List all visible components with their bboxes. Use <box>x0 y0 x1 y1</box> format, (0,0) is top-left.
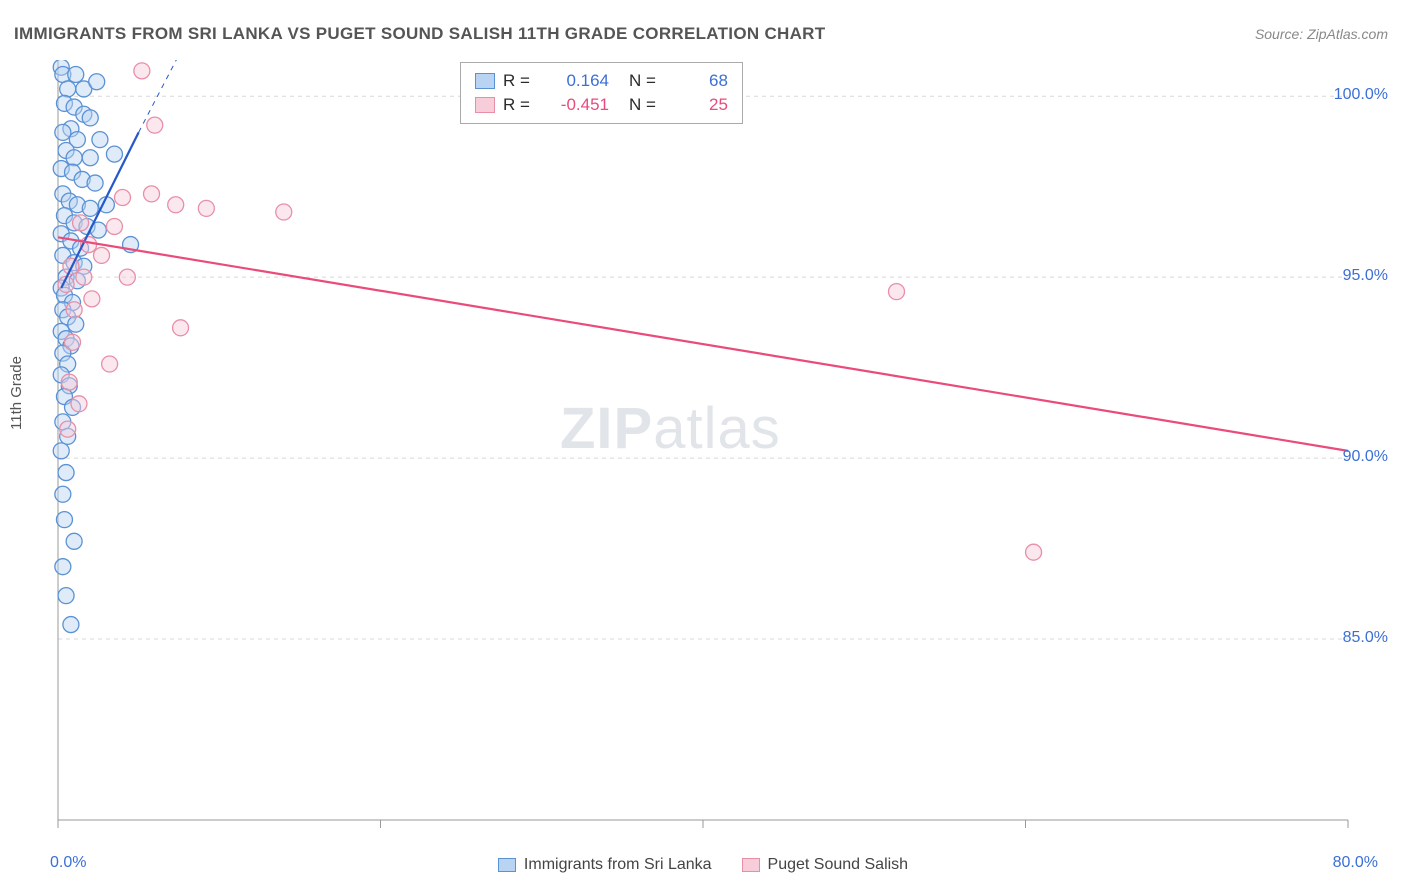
scatter-chart-svg <box>50 60 1370 830</box>
legend-swatch <box>475 73 495 89</box>
y-tick-label: 95.0% <box>1343 267 1388 285</box>
x-tick-label: 80.0% <box>1333 854 1378 872</box>
y-tick-label: 90.0% <box>1343 448 1388 466</box>
n-value: 68 <box>664 71 728 91</box>
r-value: 0.164 <box>545 71 609 91</box>
legend-item: Puget Sound Salish <box>742 856 909 874</box>
n-value: 25 <box>664 95 728 115</box>
n-label: N = <box>629 71 656 91</box>
legend-label: Puget Sound Salish <box>768 856 909 874</box>
chart-plot-area <box>50 60 1370 830</box>
r-value: -0.451 <box>545 95 609 115</box>
x-tick-label: 0.0% <box>50 854 86 872</box>
y-axis-label: 11th Grade <box>8 356 25 430</box>
legend-stats-row: R = -0.451 N = 25 <box>475 93 728 117</box>
r-label: R = <box>503 71 537 91</box>
legend-swatch <box>475 97 495 113</box>
source-attribution: Source: ZipAtlas.com <box>1255 26 1388 42</box>
r-label: R = <box>503 95 537 115</box>
y-tick-label: 85.0% <box>1343 629 1388 647</box>
legend-swatch <box>742 858 760 872</box>
chart-title: IMMIGRANTS FROM SRI LANKA VS PUGET SOUND… <box>14 24 825 44</box>
legend-stats-row: R = 0.164 N = 68 <box>475 69 728 93</box>
legend-series: Immigrants from Sri Lanka Puget Sound Sa… <box>0 856 1406 874</box>
y-tick-label: 100.0% <box>1334 86 1388 104</box>
n-label: N = <box>629 95 656 115</box>
legend-stats-box: R = 0.164 N = 68 R = -0.451 N = 25 <box>460 62 743 124</box>
legend-label: Immigrants from Sri Lanka <box>524 856 712 874</box>
legend-swatch <box>498 858 516 872</box>
legend-item: Immigrants from Sri Lanka <box>498 856 712 874</box>
